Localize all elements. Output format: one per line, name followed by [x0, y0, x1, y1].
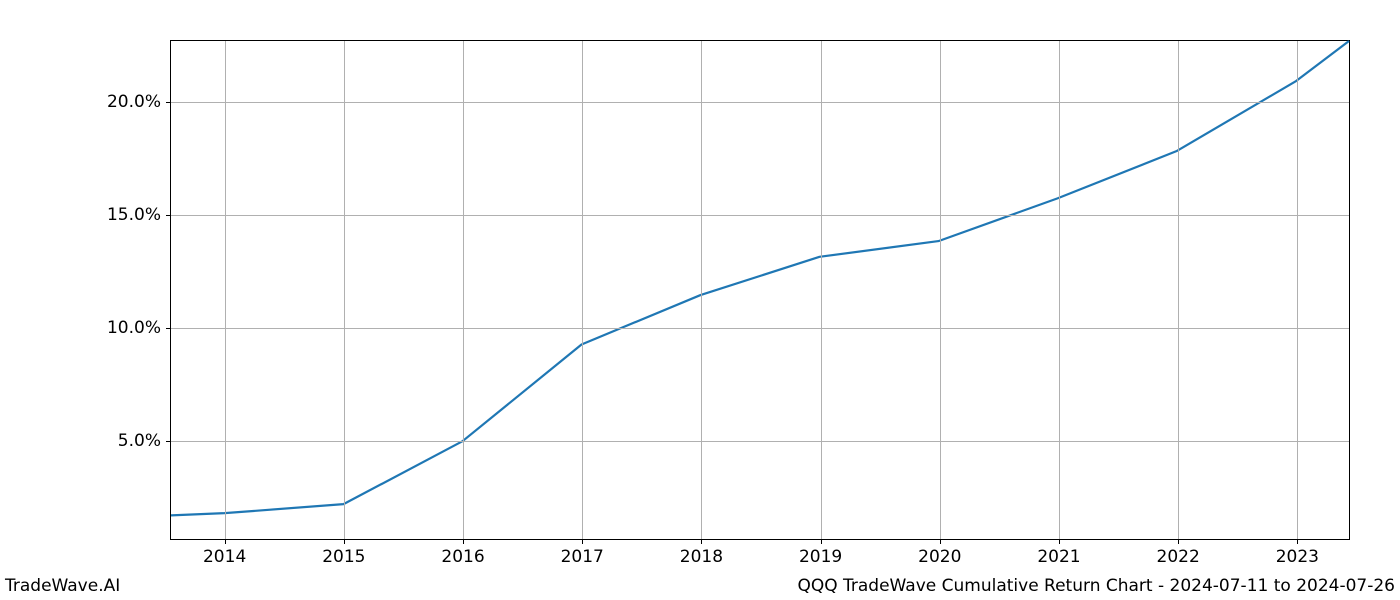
y-tick-mark	[166, 102, 171, 103]
grid-line-vertical	[582, 41, 583, 539]
y-tick-label: 10.0%	[107, 318, 161, 338]
plot-area: 2014201520162017201820192020202120222023…	[170, 40, 1350, 540]
footer-left-text: TradeWave.AI	[5, 576, 120, 596]
x-tick-mark	[821, 539, 822, 544]
x-tick-label: 2016	[441, 547, 484, 567]
y-tick-mark	[166, 441, 171, 442]
grid-line-vertical	[225, 41, 226, 539]
chart-container: 2014201520162017201820192020202120222023…	[170, 40, 1350, 540]
grid-line-horizontal	[171, 441, 1349, 442]
return-line	[171, 41, 1349, 515]
x-tick-label: 2018	[680, 547, 723, 567]
x-tick-mark	[940, 539, 941, 544]
y-tick-mark	[166, 215, 171, 216]
x-tick-mark	[582, 539, 583, 544]
line-chart-svg	[171, 41, 1349, 539]
grid-line-vertical	[344, 41, 345, 539]
x-tick-label: 2015	[322, 547, 365, 567]
y-tick-mark	[166, 328, 171, 329]
grid-line-vertical	[701, 41, 702, 539]
x-tick-mark	[344, 539, 345, 544]
x-tick-mark	[701, 539, 702, 544]
grid-line-vertical	[940, 41, 941, 539]
x-tick-label: 2014	[203, 547, 246, 567]
y-tick-label: 5.0%	[118, 431, 161, 451]
x-tick-label: 2022	[1157, 547, 1200, 567]
x-tick-mark	[463, 539, 464, 544]
grid-line-vertical	[1059, 41, 1060, 539]
x-tick-label: 2020	[918, 547, 961, 567]
grid-line-vertical	[463, 41, 464, 539]
grid-line-horizontal	[171, 328, 1349, 329]
x-tick-label: 2021	[1037, 547, 1080, 567]
grid-line-vertical	[1178, 41, 1179, 539]
x-tick-mark	[225, 539, 226, 544]
x-tick-mark	[1059, 539, 1060, 544]
grid-line-horizontal	[171, 102, 1349, 103]
footer-right-text: QQQ TradeWave Cumulative Return Chart - …	[797, 576, 1395, 596]
x-tick-label: 2023	[1276, 547, 1319, 567]
y-tick-label: 15.0%	[107, 205, 161, 225]
x-tick-mark	[1297, 539, 1298, 544]
x-tick-label: 2019	[799, 547, 842, 567]
grid-line-vertical	[1297, 41, 1298, 539]
y-tick-label: 20.0%	[107, 92, 161, 112]
x-tick-label: 2017	[561, 547, 604, 567]
grid-line-horizontal	[171, 215, 1349, 216]
grid-line-vertical	[821, 41, 822, 539]
x-tick-mark	[1178, 539, 1179, 544]
